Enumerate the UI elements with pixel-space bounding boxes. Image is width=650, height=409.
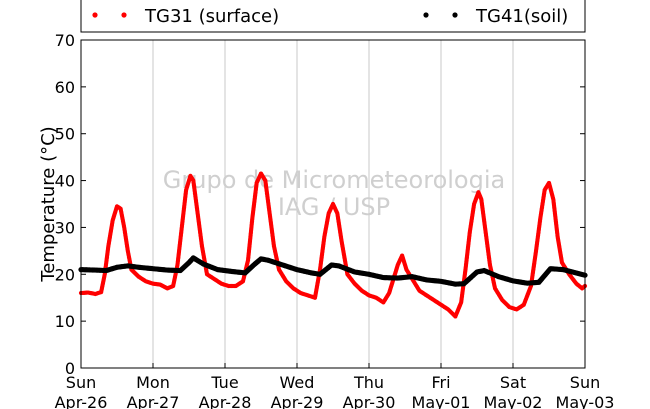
series-surface [78,171,588,319]
y-tick-label: 30 [55,218,75,237]
legend-label-surface: TG31 (surface) [144,6,279,27]
legend-marker-surface-1 [92,12,98,18]
x-tick-label-date: May-01 [412,393,471,409]
x-tick-label-date: Apr-26 [55,393,108,409]
x-tick-label-date: Apr-28 [199,393,252,409]
legend-label-soil: TG41(soil) [475,6,568,27]
x-tick-label-date: Apr-27 [127,393,180,409]
x-tick-label-day: Sun [66,373,96,392]
watermark: Grupo de Micrometeorologia IAG / USP [163,166,505,221]
watermark-line-1: Grupo de Micrometeorologia [163,166,505,194]
x-tick-label-day: Wed [280,373,315,392]
legend-marker-surface-2 [121,12,127,18]
x-tick-label-day: Tue [210,373,238,392]
y-tick-label: 20 [55,265,75,284]
x-tick-label-date: Apr-30 [343,393,396,409]
grid-layer [152,40,514,368]
x-tick-label-day: Sat [500,373,526,392]
axis-layer: SunApr-26MonApr-27TueApr-28WedApr-29ThuA… [55,31,615,409]
plot-frame [80,39,586,369]
y-axis-label: Temperature (°C) [38,126,59,282]
x-tick-label-date: May-02 [484,393,543,409]
series-soil [78,255,588,287]
y-tick-label: 60 [55,78,75,97]
legend-marker-soil-1 [423,12,429,18]
x-tick-label-day: Mon [136,373,170,392]
y-tick-label: 0 [65,359,75,378]
x-tick-label-day: Thu [353,373,384,392]
x-tick-label-date: May-03 [556,393,615,409]
series-layer [78,171,588,319]
y-tick-label: 40 [55,172,75,191]
x-tick-label-day: Sun [570,373,600,392]
legend-marker-soil-2 [452,12,458,18]
y-tick-label: 70 [55,31,75,50]
y-tick-label: 50 [55,125,75,144]
legend-box [80,0,586,33]
x-tick-label-day: Fri [431,373,450,392]
legend: TG31 (surface) TG41(soil) [80,0,586,33]
x-tick-label-date: Apr-29 [271,393,324,409]
y-tick-label: 10 [55,312,75,331]
